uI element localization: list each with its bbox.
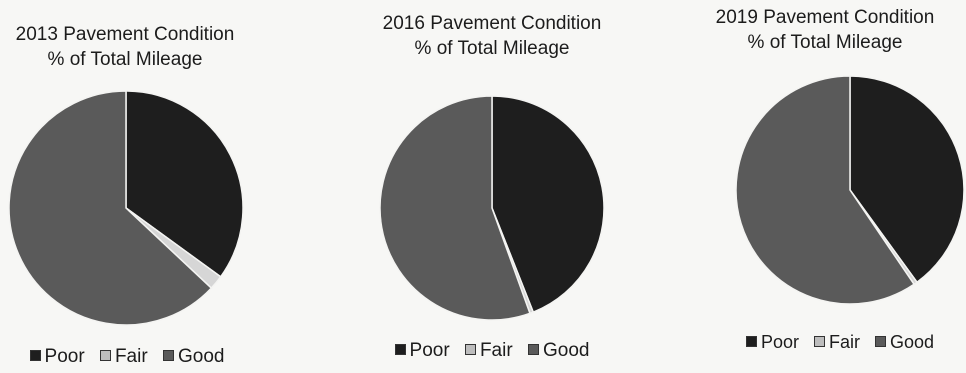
chart-title-2016: 2016 Pavement Condition % of Total Milea… [331,11,653,61]
legend-label-good: Good [542,340,590,361]
chart-subtitle: % of Total Mileage [47,49,203,70]
pie-slice-good [379,95,531,321]
legend-swatch-poor [29,350,41,361]
legend-label-poor: Poor [409,340,450,361]
legend-item-fair: Fair [464,340,513,362]
pie-chart-2013 [8,90,244,326]
pie-slice-poor [849,75,965,284]
pie-slice-poor [125,90,244,278]
legend-swatch-good [162,350,174,361]
pie-chart-2016 [379,95,605,321]
legend-swatch-fair [464,344,476,355]
legend-label-good: Good [890,332,935,352]
legend-item-good: Good [162,346,225,368]
chart-panel-2019: 2019 Pavement Condition % of Total Milea… [644,0,966,373]
chart-title-2019: 2019 Pavement Condition % of Total Milea… [664,5,966,55]
legend-swatch-good [875,336,886,347]
legend-label-poor: Poor [44,346,85,367]
legend-item-poor: Poor [394,340,450,362]
chart-title-2013: 2013 Pavement Condition % of Total Milea… [0,22,286,72]
chart-subtitle: % of Total Mileage [414,38,570,59]
chart-subtitle: % of Total Mileage [747,32,903,53]
legend-label-good: Good [177,346,225,367]
legend-label-poor: Poor [760,332,799,352]
legend-item-fair: Fair [99,346,148,368]
chart-panel-2013: 2013 Pavement Condition % of Total Milea… [0,0,322,373]
chart-title-line: 2013 Pavement Condition [15,24,235,45]
pie-slice-good [735,75,916,305]
legend-item-fair: Fair [813,332,860,353]
legend-label-fair: Fair [828,332,860,352]
pie-slice-good [8,90,213,326]
legend-swatch-fair [813,336,825,347]
chart-title-line: 2016 Pavement Condition [382,13,602,34]
legend-swatch-fair [99,350,111,361]
legend-swatch-poor [394,344,406,355]
chart-panel-2016: 2016 Pavement Condition % of Total Milea… [322,0,644,373]
legend-item-good: Good [527,340,590,362]
legend-swatch-poor [745,336,757,347]
chart-title-line: 2019 Pavement Condition [715,7,935,28]
legend-2013: Poor Fair Good [0,346,288,368]
pie-slice-poor [491,95,605,314]
legend-item-good: Good [875,332,934,353]
legend-item-poor: Poor [29,346,85,368]
pie-chart-2019 [735,75,965,305]
legend-item-poor: Poor [745,332,799,353]
legend-label-fair: Fair [479,340,513,361]
legend-label-fair: Fair [114,346,148,367]
legend-2019: Poor Fair Good [679,332,966,353]
legend-2016: Poor Fair Good [331,340,653,362]
legend-swatch-good [527,344,539,355]
